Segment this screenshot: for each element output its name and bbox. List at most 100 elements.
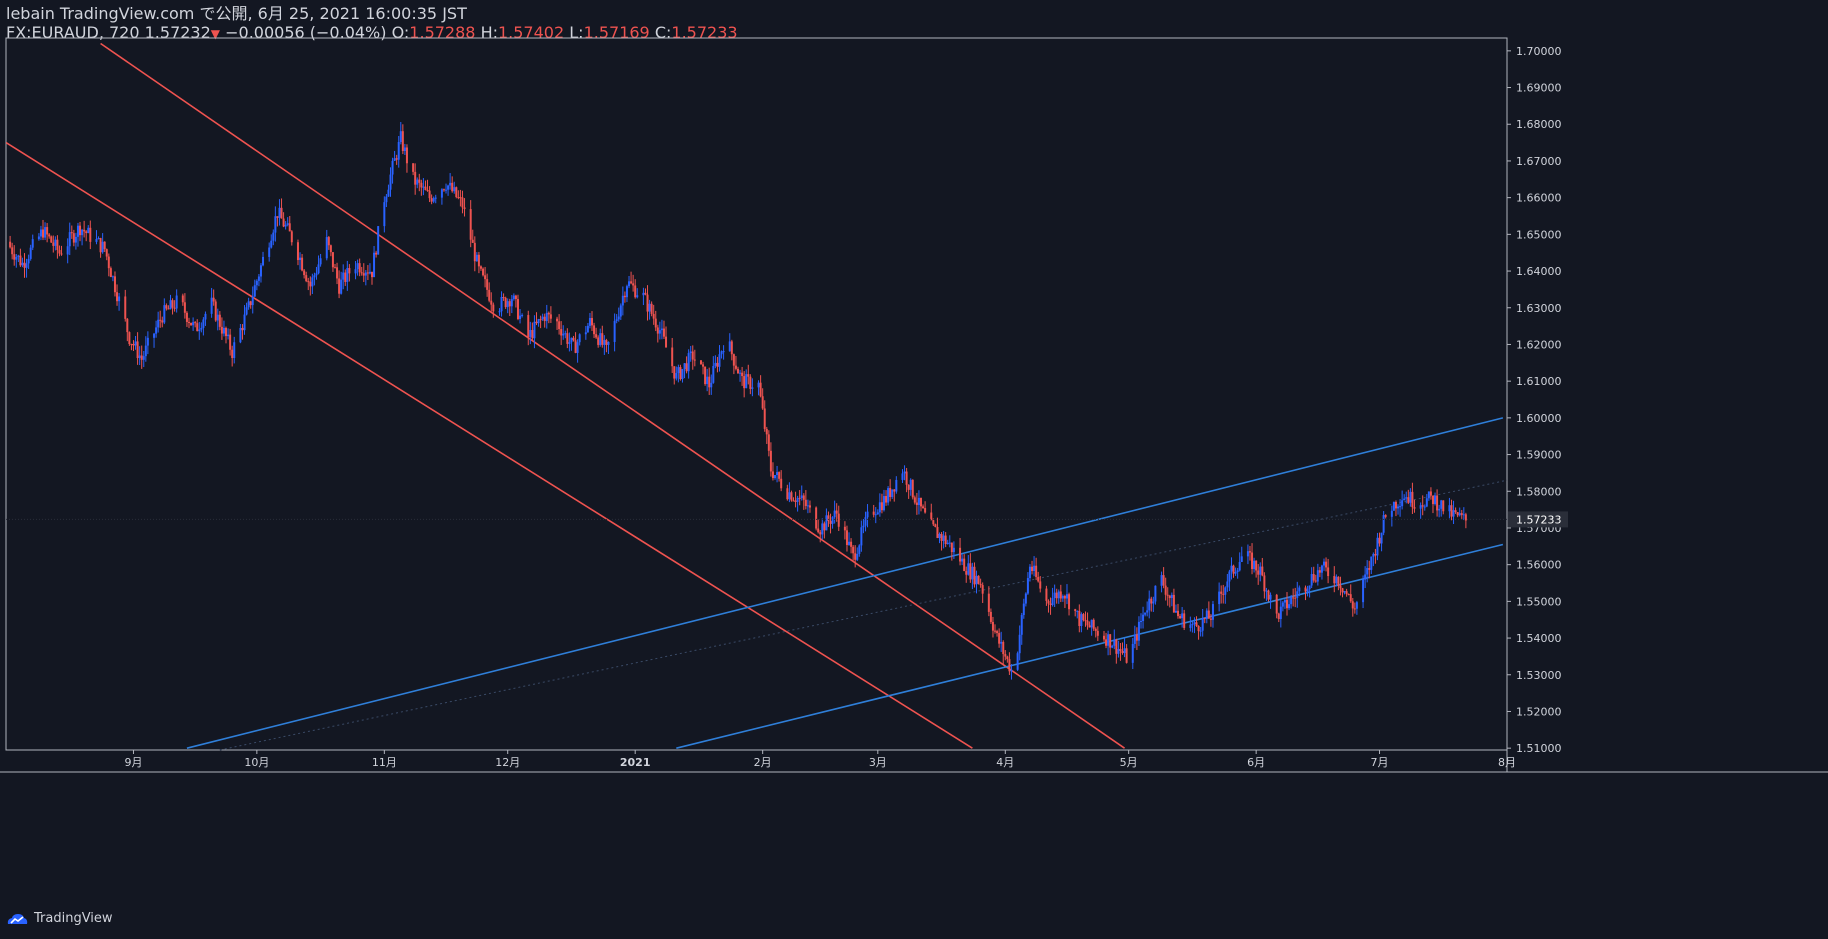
price-axis[interactable]: 1.70000 1.69000 1.68000 1.67000 1.66000 1.650… xyxy=(6,45,1568,755)
candle[interactable] xyxy=(558,314,561,335)
candle[interactable] xyxy=(1076,610,1079,619)
candle[interactable] xyxy=(780,470,783,492)
candle[interactable] xyxy=(317,255,320,275)
candle[interactable] xyxy=(1059,584,1062,603)
candle[interactable] xyxy=(991,616,994,638)
candle[interactable] xyxy=(301,254,304,272)
candle[interactable] xyxy=(786,484,789,501)
candle[interactable] xyxy=(1370,556,1373,575)
candle[interactable] xyxy=(387,184,390,197)
candle[interactable] xyxy=(183,293,186,319)
candle[interactable] xyxy=(58,245,61,257)
candle[interactable] xyxy=(1403,494,1406,501)
candle[interactable] xyxy=(874,507,877,524)
candle[interactable] xyxy=(1166,587,1169,606)
candle[interactable] xyxy=(457,190,460,200)
candle[interactable] xyxy=(366,265,369,281)
candle[interactable] xyxy=(17,254,20,263)
candle[interactable] xyxy=(506,298,509,314)
candle[interactable] xyxy=(1378,532,1381,547)
candle[interactable] xyxy=(142,351,145,368)
candle[interactable] xyxy=(1121,642,1124,655)
candle[interactable] xyxy=(251,286,254,314)
candle[interactable] xyxy=(967,555,970,576)
candle[interactable] xyxy=(1119,643,1122,661)
candle[interactable] xyxy=(872,504,875,518)
candle[interactable] xyxy=(1407,489,1410,505)
candle[interactable] xyxy=(722,345,725,360)
candle[interactable] xyxy=(706,368,709,392)
candle[interactable] xyxy=(331,252,334,272)
candle[interactable] xyxy=(76,222,79,247)
candle[interactable] xyxy=(153,332,156,348)
candle[interactable] xyxy=(1267,589,1270,602)
candle[interactable] xyxy=(1431,495,1434,514)
candle[interactable] xyxy=(282,212,285,228)
candle[interactable] xyxy=(568,332,571,352)
candle[interactable] xyxy=(81,228,84,246)
candle[interactable] xyxy=(1269,592,1272,609)
candle[interactable] xyxy=(105,248,108,261)
candle[interactable] xyxy=(570,337,573,351)
candle[interactable] xyxy=(109,266,112,278)
candle[interactable] xyxy=(1113,629,1116,650)
candle[interactable] xyxy=(1390,505,1393,527)
candle[interactable] xyxy=(1102,630,1105,642)
candle[interactable] xyxy=(416,177,419,189)
candle[interactable] xyxy=(710,374,713,395)
candle[interactable] xyxy=(613,313,616,352)
candle[interactable] xyxy=(843,521,846,540)
candle[interactable] xyxy=(233,336,236,364)
candle[interactable] xyxy=(566,328,569,349)
candle[interactable] xyxy=(118,292,121,311)
candle[interactable] xyxy=(138,346,141,366)
candle[interactable] xyxy=(103,241,106,253)
candle[interactable] xyxy=(852,545,855,561)
candle[interactable] xyxy=(1337,576,1340,591)
candle[interactable] xyxy=(128,331,131,346)
candle[interactable] xyxy=(599,328,602,347)
candle[interactable] xyxy=(825,508,828,531)
candle[interactable] xyxy=(1310,567,1313,589)
candle[interactable] xyxy=(1456,512,1459,518)
candle[interactable] xyxy=(798,490,801,506)
candle[interactable] xyxy=(862,518,865,534)
candle[interactable] xyxy=(1148,590,1151,619)
candle[interactable] xyxy=(79,221,82,242)
candle[interactable] xyxy=(268,242,271,262)
candle[interactable] xyxy=(1349,584,1352,603)
candle[interactable] xyxy=(535,312,538,326)
candle[interactable] xyxy=(1238,552,1241,572)
candle[interactable] xyxy=(537,318,540,327)
candle[interactable] xyxy=(1047,599,1050,613)
candle[interactable] xyxy=(70,225,73,239)
candle[interactable] xyxy=(1440,499,1443,517)
candle[interactable] xyxy=(942,530,945,549)
candle[interactable] xyxy=(31,234,34,251)
candle[interactable] xyxy=(769,442,772,477)
candle[interactable] xyxy=(975,570,978,594)
candle[interactable] xyxy=(229,328,232,356)
candle[interactable] xyxy=(1205,608,1208,624)
candle[interactable] xyxy=(72,229,75,247)
candle[interactable] xyxy=(340,271,343,295)
candle[interactable] xyxy=(173,300,176,312)
candle[interactable] xyxy=(1341,587,1344,598)
trendline-1[interactable] xyxy=(100,42,1126,749)
candle[interactable] xyxy=(1464,512,1467,529)
candle[interactable] xyxy=(218,311,221,331)
candle[interactable] xyxy=(60,245,63,256)
candle[interactable] xyxy=(693,349,696,367)
candle[interactable] xyxy=(418,173,421,192)
candle[interactable] xyxy=(422,178,425,196)
candle[interactable] xyxy=(804,490,807,510)
trendline-3[interactable] xyxy=(186,417,1504,749)
candle[interactable] xyxy=(704,366,707,386)
candle[interactable] xyxy=(1275,593,1278,619)
candle[interactable] xyxy=(774,474,777,480)
candle[interactable] xyxy=(634,279,637,299)
candle[interactable] xyxy=(529,321,532,345)
candle[interactable] xyxy=(196,319,199,332)
candle[interactable] xyxy=(919,497,922,512)
